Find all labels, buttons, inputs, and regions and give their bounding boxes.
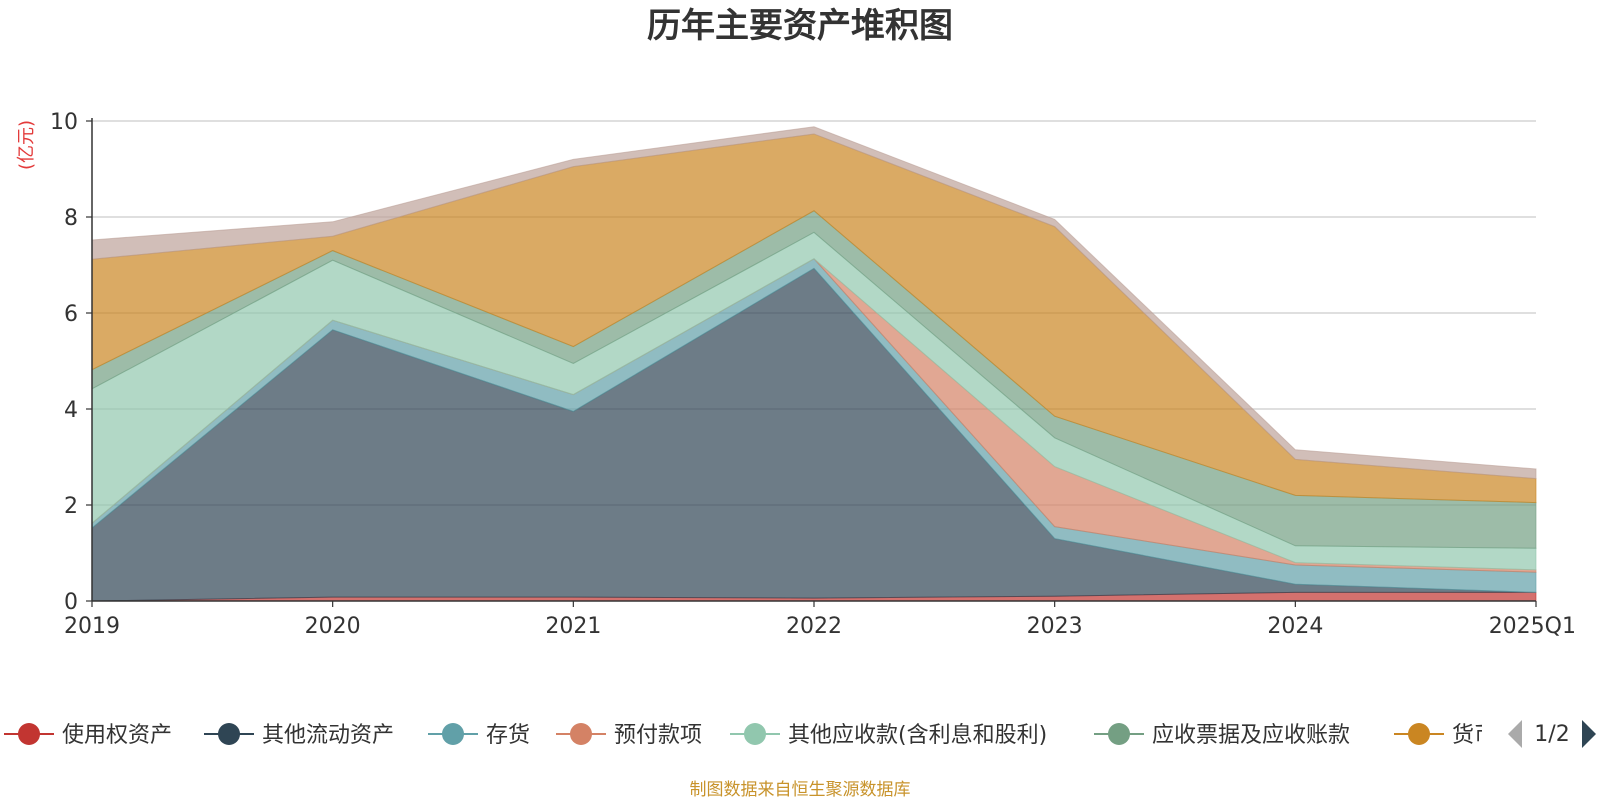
legend-page-indicator: 1/2 xyxy=(1534,722,1569,747)
x-tick-label: 2025Q1 xyxy=(1489,614,1576,639)
legend-marker-icon xyxy=(442,723,464,745)
y-tick-label: 4 xyxy=(64,398,78,423)
legend-label: 其他流动资产 xyxy=(262,723,394,748)
x-tick-label: 2020 xyxy=(305,614,361,639)
legend-label: 货币资金 xyxy=(1452,723,1540,748)
legend-label: 应收票据及应收账款 xyxy=(1152,723,1350,748)
chart-title: 历年主要资产堆积图 xyxy=(647,6,953,46)
legend-next-page-icon[interactable] xyxy=(1582,720,1596,748)
y-tick-label: 2 xyxy=(64,494,78,519)
legend-item[interactable]: 存货 xyxy=(428,723,530,748)
y-axis-unit: (亿元) xyxy=(16,120,37,170)
legend-marker-icon xyxy=(18,723,40,745)
legend-marker-icon xyxy=(1108,723,1130,745)
y-tick-label: 6 xyxy=(64,302,78,327)
legend-label: 其他应收款(含利息和股利) xyxy=(788,723,1047,748)
x-tick-label: 2019 xyxy=(64,614,120,639)
x-tick-label: 2023 xyxy=(1027,614,1083,639)
x-tick-label: 2024 xyxy=(1267,614,1323,639)
legend-marker-icon xyxy=(1408,723,1430,745)
legend: 使用权资产 其他流动资产 存货 预付款项 其他应收款(含利息和股利) 应收票据及应收账款 货… xyxy=(4,723,1540,748)
legend-marker-icon xyxy=(744,723,766,745)
legend-item[interactable]: 货币资金 xyxy=(1394,723,1540,748)
legend-marker-icon xyxy=(570,723,592,745)
y-tick-label: 0 xyxy=(64,590,78,615)
legend-items: 使用权资产 其他流动资产 存货 预付款项 其他应收款(含利息和股利) 应收票据及应收账款 货… xyxy=(4,723,1540,748)
x-tick-label: 2021 xyxy=(545,614,601,639)
legend-prev-page-icon[interactable] xyxy=(1508,720,1522,748)
legend-pager: 1/2 xyxy=(1508,720,1596,748)
legend-marker-icon xyxy=(218,723,240,745)
y-tick-label: 8 xyxy=(64,206,78,231)
legend-item[interactable]: 其他流动资产 xyxy=(204,723,394,748)
y-tick-label: 10 xyxy=(50,110,78,135)
axes: 0 2 4 6 8 10 2019 2020 2021 2022 2023 2024 2025Q1 xyxy=(50,110,1576,639)
legend-item[interactable]: 其他应收款(含利息和股利) xyxy=(730,723,1047,748)
legend-label: 使用权资产 xyxy=(62,723,172,748)
legend-item[interactable]: 应收票据及应收账款 xyxy=(1094,723,1350,748)
legend-item[interactable]: 使用权资产 xyxy=(4,723,172,748)
area-series xyxy=(91,126,1537,602)
x-tick-label: 2022 xyxy=(786,614,842,639)
area-series-7[interactable] xyxy=(91,126,1537,480)
legend-item[interactable]: 预付款项 xyxy=(556,723,702,748)
data-source-note: 制图数据来自恒生聚源数据库 xyxy=(690,780,911,800)
legend-label: 预付款项 xyxy=(614,723,702,748)
legend-label: 存货 xyxy=(486,723,530,748)
